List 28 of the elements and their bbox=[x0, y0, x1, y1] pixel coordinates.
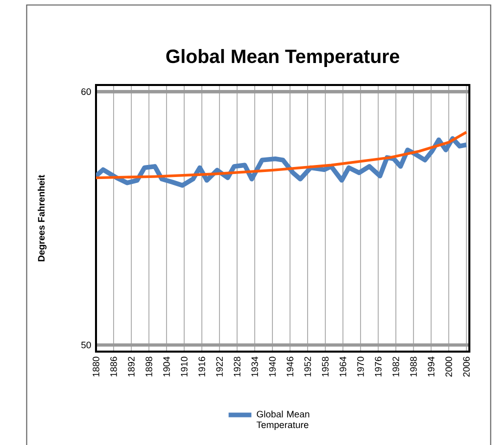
x-tick-label: 1916 bbox=[198, 356, 206, 376]
x-tick-label: 1898 bbox=[146, 356, 152, 376]
x-tick-label: 1940 bbox=[269, 356, 276, 376]
x-tick-label: 2006 bbox=[463, 356, 470, 377]
x-tick-label: 1946 bbox=[286, 356, 294, 376]
chart-title: Global Mean Temperature bbox=[166, 49, 400, 67]
x-tick-label: 1970 bbox=[357, 356, 364, 376]
x-tick-label: 1892 bbox=[128, 356, 135, 376]
y-tick-label: 60 bbox=[81, 88, 91, 95]
x-tick-label: 1904 bbox=[163, 356, 170, 376]
x-tick-label: 1988 bbox=[410, 356, 417, 376]
line-series bbox=[96, 130, 468, 180]
y-tick-label: 50 bbox=[81, 342, 91, 348]
x-tick-label: 1928 bbox=[234, 356, 240, 376]
x-tick-label: 1952 bbox=[304, 356, 311, 376]
x-tick-label: 1964 bbox=[340, 356, 346, 376]
x-tick-label: 1958 bbox=[322, 356, 329, 376]
legend-label: Global Mean Temperature bbox=[256, 410, 310, 430]
x-tick-label: 1976 bbox=[374, 356, 382, 376]
x-tick-label: 1982 bbox=[392, 356, 400, 376]
x-tick-label: 1880 bbox=[92, 356, 100, 376]
x-tick-label: 1994 bbox=[428, 356, 434, 376]
x-tick-label: 2000 bbox=[445, 356, 452, 377]
x-tick-label: 1934 bbox=[251, 356, 258, 376]
x-tick-label: 1922 bbox=[216, 356, 223, 376]
x-tick-label: 1910 bbox=[180, 356, 188, 376]
y-axis-title: Degrees Fahrenheit bbox=[38, 174, 47, 262]
x-tick-label: 1886 bbox=[110, 356, 117, 376]
